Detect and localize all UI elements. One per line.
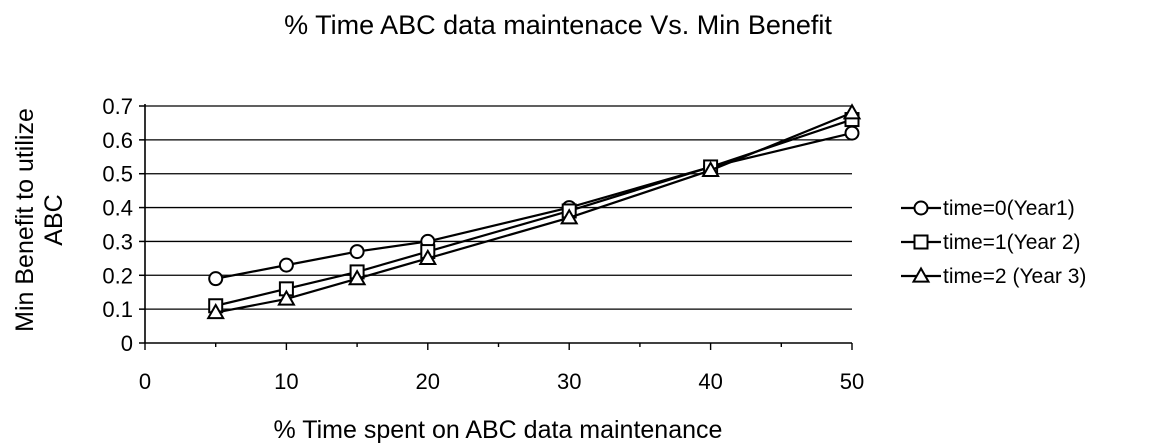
x-tick-label: 30 bbox=[557, 369, 581, 394]
y-axis-label-line2: ABC bbox=[40, 194, 68, 245]
x-tick-label: 0 bbox=[139, 369, 151, 394]
y-tick-label: 0 bbox=[121, 331, 133, 356]
axes bbox=[139, 104, 853, 350]
x-axis-label: % Time spent on ABC data maintenance bbox=[274, 416, 723, 444]
series-triangle bbox=[206, 103, 862, 320]
data-point bbox=[349, 244, 365, 260]
series-line bbox=[215, 132, 853, 280]
legend: time=0(Year1) time=1(Year 2) time=2 (Year … bbox=[901, 197, 1086, 288]
y-tick-labels: 0 0.1 0.2 0.3 0.4 0.5 0.6 0.7 bbox=[102, 94, 133, 356]
legend-swatch-marker bbox=[913, 234, 929, 250]
x-tick-label: 20 bbox=[416, 369, 440, 394]
y-tick-label: 0.3 bbox=[102, 229, 133, 254]
y-tick-label: 0.2 bbox=[102, 263, 133, 288]
data-point bbox=[842, 103, 862, 120]
y-axis-label-line1: Min Benefit to utilize bbox=[11, 108, 39, 332]
data-point bbox=[418, 248, 438, 265]
data-point bbox=[206, 303, 225, 320]
series-square bbox=[208, 112, 860, 314]
legend-label: time=2 (Year 3) bbox=[943, 265, 1086, 288]
gridlines bbox=[145, 105, 852, 310]
data-point bbox=[277, 289, 296, 306]
data-point bbox=[844, 125, 860, 141]
data-point bbox=[278, 257, 294, 273]
y-axis-label: Min Benefit to utilize ABC bbox=[11, 108, 68, 332]
x-tick-label: 50 bbox=[840, 369, 864, 394]
data-point bbox=[559, 208, 579, 225]
legend-swatch-marker bbox=[913, 200, 929, 216]
series-line bbox=[215, 118, 853, 307]
data-point bbox=[208, 271, 224, 287]
legend-label: time=0(Year1) bbox=[943, 197, 1075, 220]
data-point bbox=[347, 269, 367, 286]
legend-item: time=0(Year1) bbox=[901, 197, 1075, 220]
y-tick-label: 0.5 bbox=[102, 162, 133, 187]
chart-title: % Time ABC data maintenace Vs. Min Benef… bbox=[284, 10, 832, 40]
legend-item: time=1(Year 2) bbox=[901, 231, 1081, 254]
y-tick-label: 0.7 bbox=[102, 94, 133, 119]
data-point bbox=[701, 160, 720, 177]
x-tick-label: 40 bbox=[698, 369, 722, 394]
series-lines bbox=[206, 103, 862, 320]
y-tick-label: 0.1 bbox=[102, 297, 133, 322]
legend-item: time=2 (Year 3) bbox=[901, 265, 1086, 288]
legend-label: time=1(Year 2) bbox=[943, 231, 1081, 254]
y-tick-label: 0.4 bbox=[102, 196, 133, 221]
x-tick-labels: 0 10 20 30 40 50 bbox=[139, 369, 864, 394]
x-tick-label: 10 bbox=[274, 369, 298, 394]
y-tick-label: 0.6 bbox=[102, 128, 133, 153]
legend-swatch-marker bbox=[911, 266, 931, 283]
